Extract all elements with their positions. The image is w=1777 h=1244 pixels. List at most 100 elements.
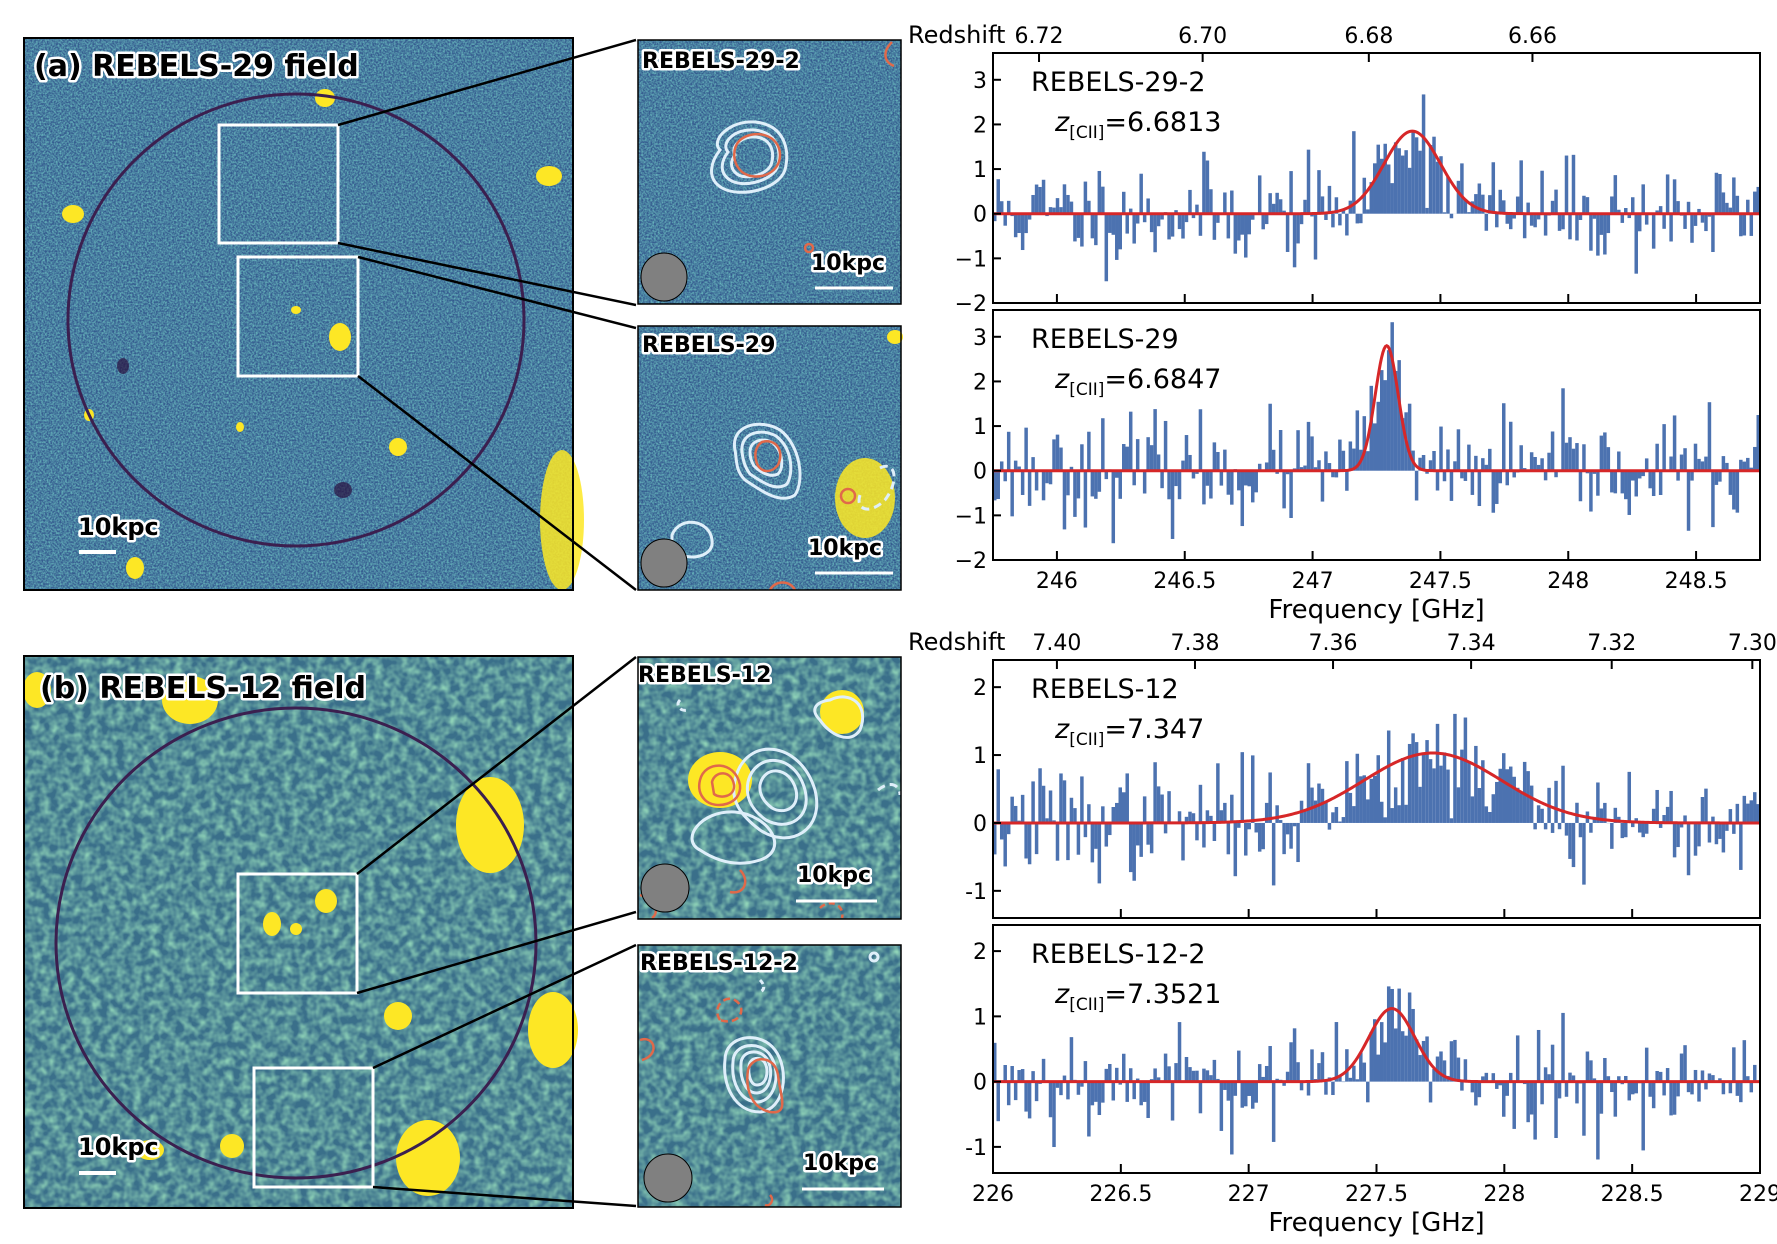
spectrum-bar	[1115, 1067, 1119, 1082]
spectrum-bar	[1306, 1081, 1311, 1096]
spectrum-bar	[1603, 802, 1607, 823]
source	[536, 166, 562, 186]
spectrum-bar	[1069, 797, 1074, 823]
spectrum-bar	[1094, 822, 1098, 849]
spectrum-bar	[1386, 730, 1391, 823]
spectrum-bar	[1700, 213, 1705, 223]
spectrum-bar	[1373, 163, 1377, 214]
spectrum-bar	[1118, 213, 1122, 250]
spectrum-bar	[1728, 809, 1733, 823]
spectrum-bar	[1697, 208, 1701, 214]
spectrum-bar	[1470, 796, 1475, 823]
spectrum-bar	[1257, 822, 1262, 852]
y-tick-label: 1	[973, 158, 987, 183]
spectrum-bar	[1575, 802, 1579, 823]
spectrum-bar	[1027, 213, 1032, 220]
spectrum-bar	[1502, 753, 1506, 823]
spectrum-bar	[1376, 1054, 1380, 1082]
gaussian-fit-line	[993, 1007, 1760, 1084]
spectrum-bar	[1711, 213, 1715, 252]
spectrum-bar	[1641, 184, 1645, 214]
spectrum-bar	[1592, 1078, 1597, 1082]
spectrum-bar	[1355, 1079, 1360, 1082]
spectrum-bar	[1010, 1066, 1014, 1082]
spectrum-bar	[1474, 194, 1478, 214]
spectrum-bar	[1456, 429, 1461, 471]
spectrum-bar	[1198, 409, 1203, 471]
spectrum-bar	[1027, 470, 1032, 506]
spectrum-bar	[1690, 213, 1694, 243]
spectrum-bar	[1355, 410, 1360, 471]
zoom-box-2	[236, 255, 360, 378]
spectrum-bar	[1550, 1044, 1555, 1082]
spectrum-bar	[1034, 184, 1039, 214]
spectrum-bar	[1554, 189, 1558, 214]
spectrum-bar	[1589, 822, 1593, 833]
spectrum-bar	[1296, 213, 1300, 244]
spectrum-bar	[1428, 759, 1433, 823]
x-tick-label: 246	[1036, 569, 1078, 594]
spectrum-bar	[1446, 176, 1450, 214]
spectrum-bar	[1613, 807, 1618, 823]
spectrum-bar	[1665, 806, 1670, 823]
y-tick-label: −2	[955, 292, 987, 317]
spectrum-bar	[1599, 1081, 1604, 1114]
spectrum-bar	[1519, 445, 1523, 471]
spectrum-bar	[1686, 1081, 1691, 1093]
spectrum-bar	[1125, 213, 1129, 234]
spectrum-bar	[1669, 456, 1673, 471]
spectrum-bar	[1519, 160, 1523, 214]
spectrum-bar	[1404, 804, 1408, 823]
spectrum-bar	[1069, 201, 1074, 214]
redshift-axis-label: Redshift	[908, 628, 1005, 656]
spectrum-bar	[1725, 822, 1729, 831]
spectrum-bar	[1184, 213, 1189, 223]
artifact	[117, 358, 129, 374]
spectrum-bars	[993, 94, 1760, 282]
spectrum-bar	[1644, 458, 1649, 471]
spectrum-bar	[1045, 470, 1049, 484]
spectrum-bar	[1101, 1081, 1105, 1103]
spectrum-bar	[1237, 213, 1241, 241]
spectrum-bar	[1624, 822, 1628, 838]
spectrum-bar	[1338, 821, 1342, 823]
source	[389, 438, 407, 456]
spectrum-bar	[1589, 1060, 1593, 1082]
spectrum-bar	[1533, 457, 1537, 471]
spectrum-bar	[1568, 822, 1572, 859]
spectrum-bar	[1599, 435, 1604, 471]
spectrum-bar	[1250, 1081, 1255, 1109]
spectrum-bar	[1059, 1081, 1063, 1096]
spectrum-bar	[1686, 201, 1691, 214]
spectrum-bar	[1055, 822, 1060, 861]
spectrum-bar	[1739, 1081, 1743, 1103]
spectrum-bar	[1484, 213, 1489, 231]
spectrum-bar	[1651, 213, 1656, 249]
spectrum-bar	[1502, 403, 1506, 471]
spectrum-bar	[1693, 443, 1698, 471]
spectrum-bar	[1453, 1039, 1457, 1082]
spectrum-bar	[1202, 151, 1206, 214]
spectrum-bar	[1188, 189, 1192, 214]
spectrum-bar	[1596, 213, 1600, 256]
spectrum-bar	[1101, 186, 1105, 214]
spectrum-bar	[1362, 1062, 1367, 1082]
spectrum-bar	[1693, 213, 1698, 226]
spectrum-bar	[1418, 457, 1422, 471]
spectrum-bar	[993, 470, 997, 501]
spectrum-bar	[1038, 768, 1042, 823]
spectrum-bar	[1746, 803, 1750, 823]
spectrum-bar	[1247, 470, 1251, 487]
spectrum-bar	[1725, 202, 1729, 214]
spectrum-bar	[1624, 1075, 1628, 1082]
spectrum-bar	[1034, 470, 1039, 491]
spectrum-bar	[1090, 213, 1095, 239]
spectrum-bar	[1338, 213, 1342, 226]
spectrum-bar	[1522, 213, 1527, 239]
spectrum-bar	[1735, 803, 1740, 823]
spectrum-bar	[1446, 769, 1450, 823]
spectrum-bar	[1303, 199, 1307, 214]
spectrum-bar	[1359, 213, 1363, 224]
spectrum-bar	[1240, 1081, 1245, 1108]
inset-rebels-12-2: 10kpc REBELS-12-2	[637, 944, 902, 1208]
